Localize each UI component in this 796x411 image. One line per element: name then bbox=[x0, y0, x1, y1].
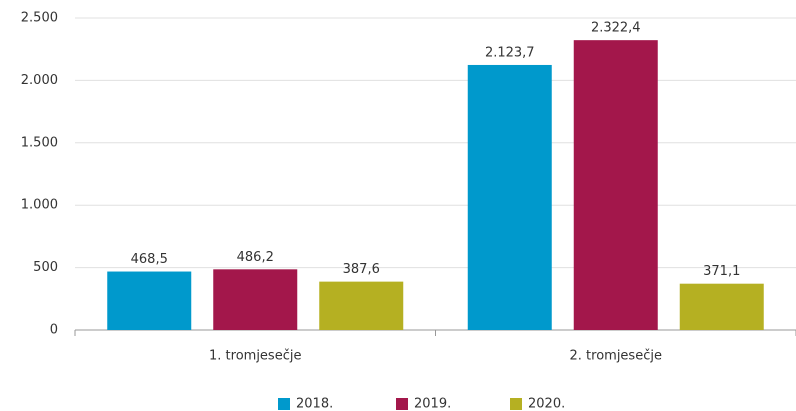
data-label: 2.123,7 bbox=[485, 45, 535, 60]
legend-swatch bbox=[510, 398, 522, 410]
y-tick-label: 1.000 bbox=[21, 198, 58, 213]
y-tick-label: 1.500 bbox=[21, 135, 58, 150]
bar bbox=[573, 40, 658, 330]
x-tick-label: 2. tromjesečje bbox=[570, 349, 662, 364]
data-label: 486,2 bbox=[237, 250, 274, 265]
bar bbox=[679, 283, 764, 330]
data-label: 371,1 bbox=[703, 264, 740, 279]
legend-label: 2018. bbox=[296, 397, 333, 411]
y-tick-label: 500 bbox=[33, 260, 58, 275]
y-tick-label: 2.500 bbox=[21, 11, 58, 26]
data-label: 387,6 bbox=[343, 262, 380, 277]
legend-label: 2020. bbox=[528, 397, 565, 411]
data-label: 468,5 bbox=[131, 252, 168, 267]
y-tick-label: 2.000 bbox=[21, 73, 58, 88]
x-tick-label: 1. tromjesečje bbox=[209, 349, 301, 364]
bar bbox=[467, 64, 552, 330]
y-tick-label: 0 bbox=[50, 323, 58, 338]
legend-label: 2019. bbox=[414, 397, 451, 411]
bar bbox=[107, 271, 192, 330]
legend-swatch bbox=[278, 398, 290, 410]
bar bbox=[213, 269, 298, 330]
data-label: 2.322,4 bbox=[591, 21, 641, 36]
bar bbox=[319, 281, 404, 330]
legend-swatch bbox=[396, 398, 408, 410]
